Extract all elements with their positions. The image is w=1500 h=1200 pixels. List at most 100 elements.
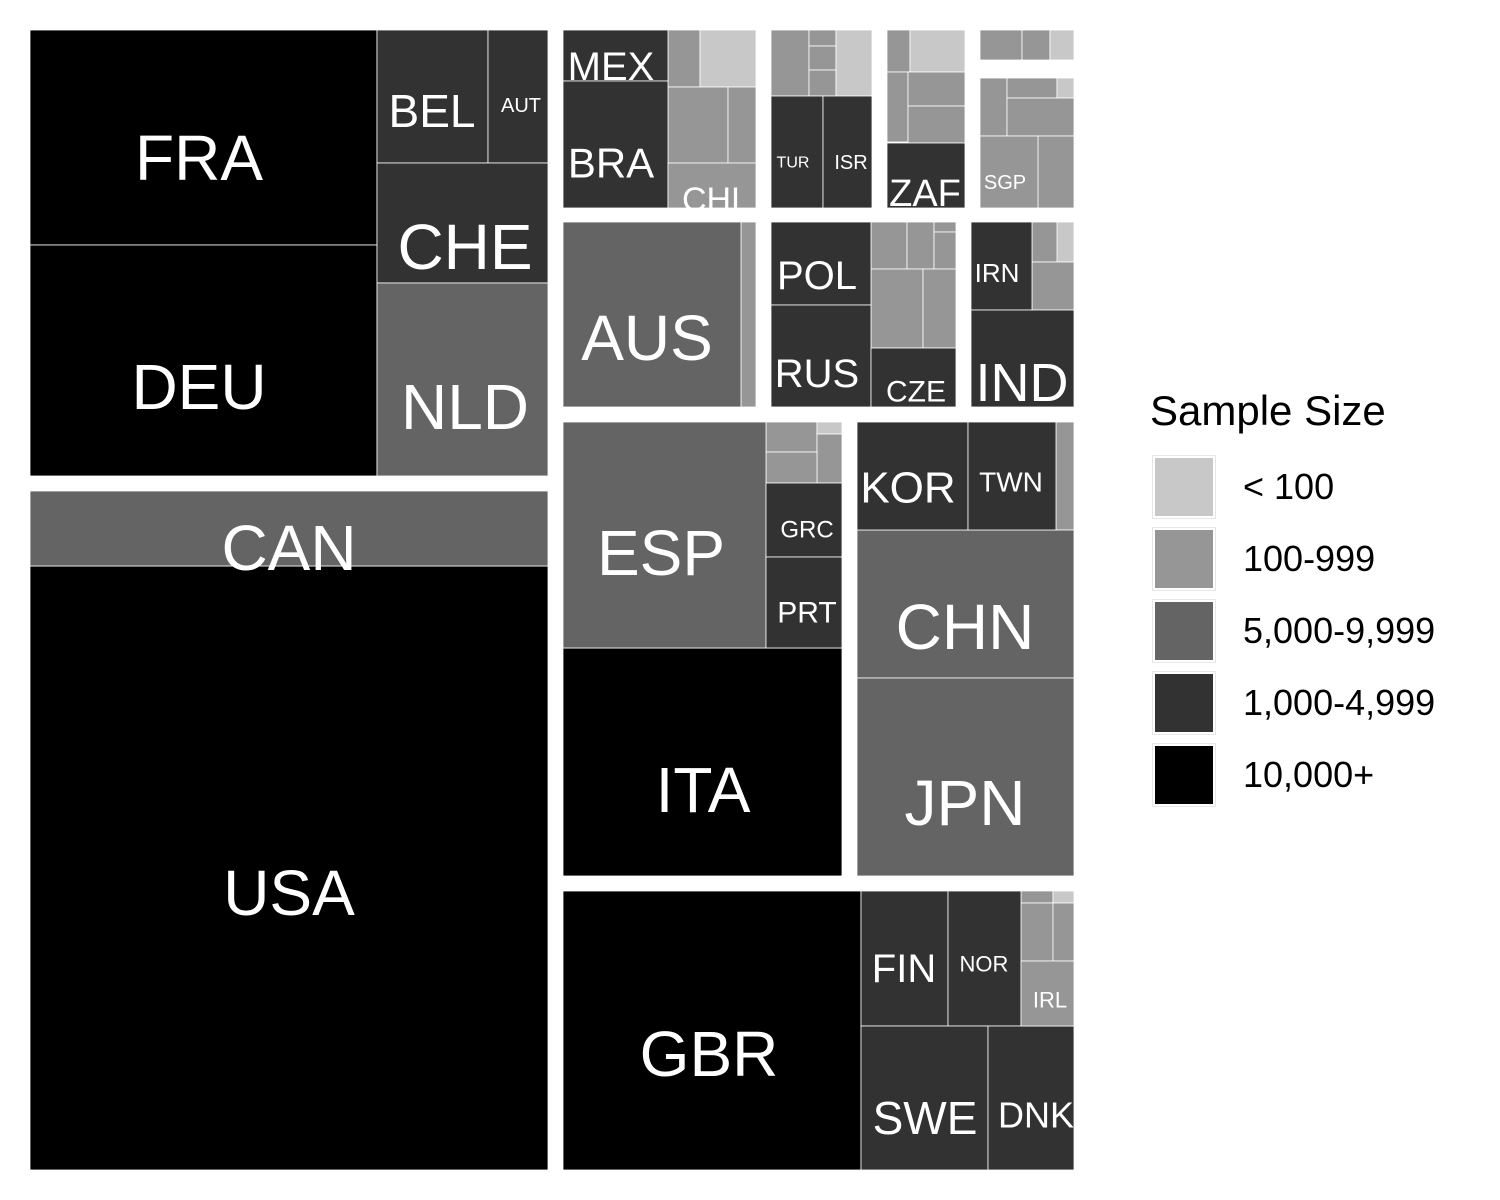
tile-kor — [856, 421, 969, 531]
legend-swatch-lt100 — [1152, 455, 1216, 519]
label-cze: CZE — [886, 376, 946, 409]
legend-title: Sample Size — [1150, 387, 1386, 434]
tile-minor-17 — [1021, 29, 1051, 61]
tile-minor-32 — [1031, 261, 1075, 311]
label-ind: IND — [976, 353, 1069, 413]
tile-minor-41 — [1052, 902, 1075, 962]
label-can: CAN — [221, 512, 356, 584]
tile-swe — [860, 1025, 989, 1171]
tile-ind — [970, 309, 1075, 408]
legend: Sample Size < 100 100-999 5,000-9,999 1,… — [1150, 385, 1480, 811]
label-isr: ISR — [834, 152, 867, 174]
tile-minor-6 — [808, 29, 837, 47]
label-che: CHE — [397, 211, 532, 283]
tile-minor-27 — [933, 231, 957, 270]
tile-prt — [765, 556, 843, 649]
tile-minor-37 — [765, 451, 818, 484]
gutter-0 — [548, 30, 563, 1170]
label-ita: ITA — [656, 754, 751, 826]
gutter-6 — [956, 222, 971, 407]
tile-twn — [967, 421, 1057, 531]
tile-dnk — [987, 1025, 1075, 1171]
legend-swatch-10000plus — [1152, 743, 1216, 807]
label-fra: FRA — [135, 122, 263, 194]
tile-jpn — [856, 677, 1075, 877]
legend-item-lt100: < 100 — [1150, 451, 1480, 523]
label-tur: TUR — [777, 155, 810, 172]
label-gbr: GBR — [640, 1018, 779, 1090]
tile-minor-22 — [1006, 97, 1075, 137]
label-irn: IRN — [975, 258, 1020, 288]
tile-chl — [667, 162, 757, 209]
label-aus: AUS — [581, 302, 713, 374]
label-jpn: JPN — [905, 767, 1026, 839]
label-kor: KOR — [860, 464, 955, 513]
tile-minor-2 — [699, 29, 757, 88]
gutter-8 — [842, 422, 857, 876]
tile-minor-13 — [907, 71, 966, 107]
label-aut: AUT — [501, 95, 541, 117]
tile-deu — [29, 244, 378, 477]
tile-fin — [860, 890, 949, 1027]
tile-irn — [970, 221, 1033, 311]
legend-label-100-999: 100-999 — [1243, 538, 1376, 579]
tile-minor-5 — [770, 29, 810, 97]
tile-minor-9 — [835, 29, 873, 97]
tile-aus — [562, 221, 742, 408]
tile-minor-40 — [1020, 902, 1054, 962]
tile-minor-29 — [922, 268, 957, 349]
tile-minor-14 — [907, 105, 966, 144]
tile-minor-20 — [1006, 77, 1058, 99]
tile-minor-1 — [667, 29, 701, 88]
label-deu: DEU — [131, 351, 266, 423]
tile-minor-8 — [808, 69, 837, 97]
legend-label-10000plus: 10,000+ — [1243, 754, 1375, 795]
tile-minor-16 — [979, 29, 1023, 61]
tile-minor-34 — [765, 421, 818, 453]
tile-can — [29, 490, 549, 567]
label-twn: TWN — [979, 467, 1043, 498]
legend-item-10000plus: 10,000+ — [1150, 739, 1480, 811]
tile-minor-31 — [1056, 221, 1075, 263]
tile-minor-21 — [1056, 77, 1075, 99]
tile-minor-25 — [906, 221, 935, 270]
label-swe: SWE — [873, 1092, 978, 1144]
tile-minor-18 — [1049, 29, 1075, 61]
tile-isr — [822, 95, 873, 209]
tile-gbr — [562, 890, 862, 1171]
gutter-1 — [30, 476, 548, 491]
tile-grc — [765, 482, 843, 558]
gutter-3 — [872, 30, 887, 208]
tile-fra — [29, 29, 378, 246]
tile-nld — [376, 282, 549, 477]
gutter-9 — [563, 876, 1074, 891]
label-usa: USA — [223, 857, 355, 929]
tile-aut — [487, 29, 549, 164]
label-bel: BEL — [389, 85, 476, 137]
label-dnk: DNK — [998, 1095, 1074, 1136]
legend-item-100-999: 100-999 — [1150, 523, 1480, 595]
tile-minor-38 — [1020, 890, 1054, 904]
tile-minor-19 — [979, 77, 1008, 137]
gutter-10 — [980, 60, 1074, 78]
legend-swatch-1000-4999 — [1152, 671, 1216, 735]
tile-esp — [562, 421, 767, 649]
tile-chn — [856, 529, 1075, 679]
tile-minor-10 — [886, 29, 911, 73]
tile-tur — [770, 95, 824, 209]
label-pol: POL — [777, 254, 857, 298]
label-fin: FIN — [872, 947, 936, 991]
label-irl: IRL — [1033, 988, 1067, 1013]
legend-item-5000-9999: 5,000-9,999 — [1150, 595, 1480, 667]
tile-minor-0 — [740, 221, 757, 408]
legend-swatch-100-999 — [1152, 527, 1216, 591]
label-prt: PRT — [777, 597, 836, 630]
tile-bra — [562, 80, 669, 209]
tile-minor-11 — [909, 29, 966, 73]
legend-label-5000-9999: 5,000-9,999 — [1243, 610, 1436, 651]
label-rus: RUS — [775, 352, 859, 396]
tile-minor-23 — [1037, 135, 1075, 209]
label-esp: ESP — [597, 517, 725, 589]
label-grc: GRC — [780, 517, 833, 544]
